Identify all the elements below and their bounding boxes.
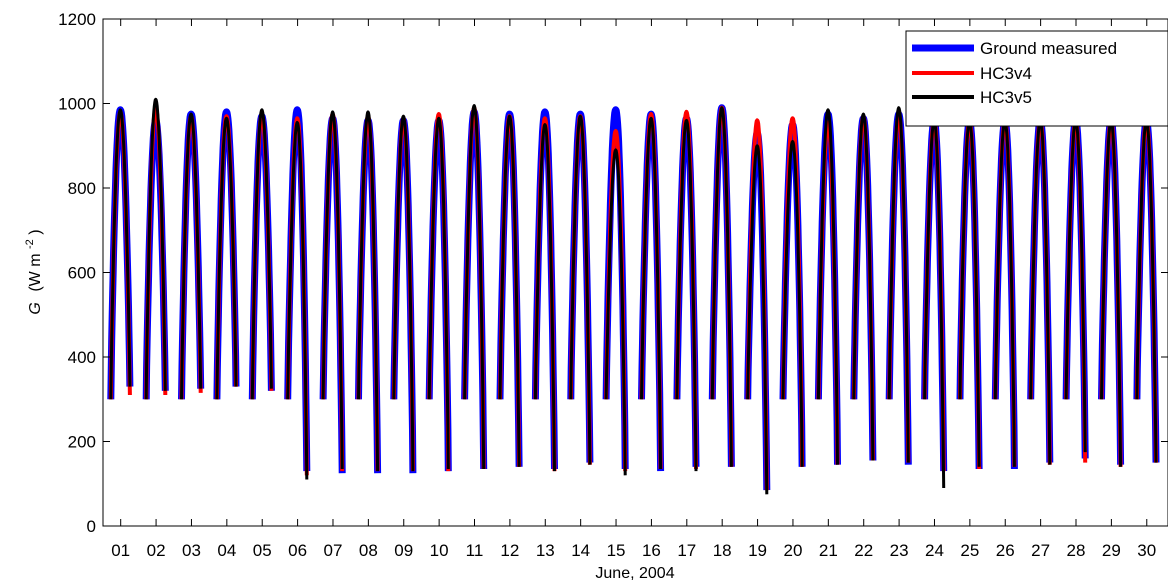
y-axis-label-symbol: G (27, 302, 44, 314)
series-day-curve (109, 108, 132, 400)
x-tick-label: 28 (1067, 541, 1086, 560)
legend-label-hc3v4: HC3v4 (980, 64, 1032, 83)
x-tick-label: 11 (466, 541, 484, 560)
y-axis-label-exponent: -2 (24, 239, 36, 249)
x-tick-label: 27 (1031, 541, 1050, 560)
x-tick-label: 17 (677, 541, 696, 560)
y-tick-label: 200 (68, 433, 96, 452)
x-tick-label: 21 (819, 541, 838, 560)
y-tick-label: 400 (68, 348, 96, 367)
series-day-curve (816, 108, 839, 465)
x-tick-label: 02 (147, 541, 166, 560)
x-tick-label: 23 (890, 541, 909, 560)
series-day-curve (357, 110, 380, 472)
series-day-curve (604, 148, 627, 476)
series-day-curve (321, 110, 344, 470)
series-day-curve (675, 118, 698, 472)
y-axis-label-units: (W m (27, 253, 44, 291)
y-axis-label: G (W m -2 ) (20, 229, 44, 314)
series-day-curve (498, 114, 521, 467)
x-tick-label: 04 (217, 541, 236, 560)
series-day-curve (852, 112, 875, 461)
series-day-curve (180, 112, 203, 400)
series-day-curve (250, 108, 273, 400)
x-tick-label: 12 (500, 541, 519, 560)
series-day-curve (144, 97, 167, 400)
x-axis-label: June, 2004 (595, 565, 674, 582)
series-day-curve (569, 114, 592, 465)
y-axis-label-close: ) (27, 229, 44, 234)
ticks-layer: 0 200 400 600 800 1000 1200 01 02 03 04 05 06 07 08 09 1… (58, 10, 1168, 560)
x-tick-label: 15 (607, 541, 626, 560)
y-tick-label: 800 (68, 179, 96, 198)
x-tick-label: 20 (783, 541, 802, 560)
x-tick-label: 05 (253, 541, 272, 560)
y-tick-label: 1200 (58, 10, 96, 29)
series-day-curve (286, 121, 309, 480)
x-tick-label: 03 (182, 541, 201, 560)
series-day-curve (710, 106, 733, 467)
legend-label-hc3v5: HC3v5 (980, 88, 1032, 107)
x-tick-label: 22 (854, 541, 873, 560)
legend: Ground measured HC3v4 HC3v5 (905, 30, 1168, 127)
y-tick-label: 1000 (58, 95, 96, 114)
x-tick-label: 10 (430, 541, 449, 560)
x-tick-label: 08 (359, 541, 378, 560)
series-day-curve (533, 123, 556, 472)
y-tick-label: 0 (87, 517, 96, 536)
series-day-curve (215, 116, 238, 400)
legend-label-ground-measured: Ground measured (980, 39, 1117, 58)
x-tick-label: 06 (288, 541, 307, 560)
x-tick-label: 18 (713, 541, 732, 560)
series-day-curve (746, 144, 769, 495)
x-tick-label: 29 (1102, 541, 1121, 560)
x-tick-label: 07 (324, 541, 343, 560)
x-tick-label: 30 (1137, 541, 1156, 560)
x-tick-label: 19 (748, 541, 767, 560)
x-tick-label: 14 (571, 541, 590, 560)
x-tick-label: 13 (536, 541, 555, 560)
series-day-curve (640, 116, 663, 470)
series-day-curve (392, 114, 415, 472)
x-tick-label: 26 (996, 541, 1015, 560)
series-day-curve (781, 140, 804, 467)
series-day-curve (887, 106, 910, 463)
x-tick-label: 01 (111, 541, 130, 560)
series-layer (107, 97, 1160, 495)
x-tick-label: 25 (960, 541, 979, 560)
x-tick-label: 24 (925, 541, 944, 560)
x-tick-label: 16 (642, 541, 661, 560)
x-tick-label: 09 (394, 541, 413, 560)
series-day-curve (463, 104, 486, 470)
y-tick-label: 600 (68, 264, 96, 283)
series-day-curve (427, 116, 450, 470)
